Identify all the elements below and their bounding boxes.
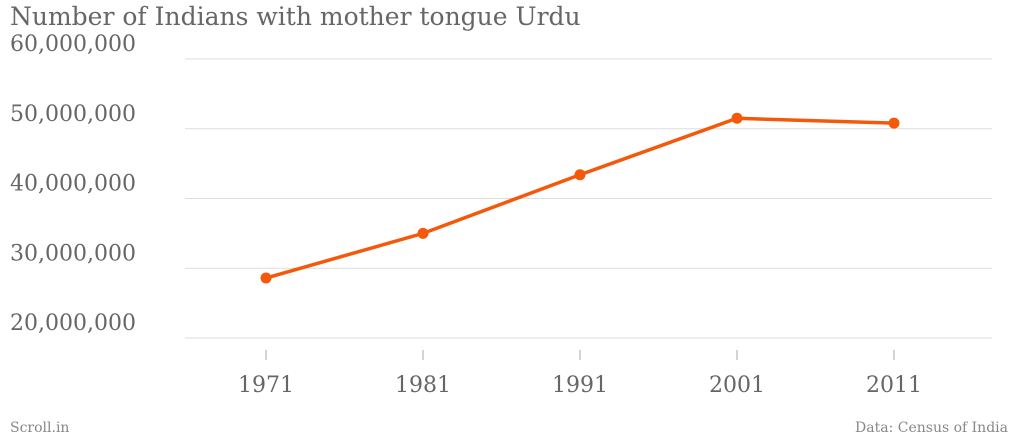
y-tick-label: 50,000,000 (10, 102, 136, 127)
x-tick-label: 2011 (866, 373, 922, 398)
data-point (574, 169, 586, 181)
data-point (417, 227, 429, 239)
x-axis-ticks: 1971 1981 1991 2001 2011 (238, 350, 922, 398)
x-tick-label: 1991 (552, 373, 608, 398)
data-source-credit: Data: Census of India (855, 420, 1008, 436)
x-tick-label: 1981 (395, 373, 451, 398)
y-tick-label: 20,000,000 (10, 311, 136, 336)
data-point (260, 272, 272, 284)
y-tick-label: 60,000,000 (10, 32, 136, 57)
x-tick-label: 1971 (238, 373, 294, 398)
publisher-credit: Scroll.in (10, 420, 70, 436)
data-point (731, 112, 743, 124)
y-tick-label: 30,000,000 (10, 241, 136, 266)
data-point (888, 117, 900, 129)
series-layer (260, 112, 900, 284)
grid-layer (185, 58, 992, 339)
y-tick-label: 40,000,000 (10, 172, 136, 197)
x-tick-label: 2001 (709, 373, 765, 398)
chart-title: Number of Indians with mother tongue Urd… (10, 2, 581, 31)
y-axis-ticks: 20,000,000 30,000,000 40,000,000 50,000,000… (10, 32, 136, 336)
